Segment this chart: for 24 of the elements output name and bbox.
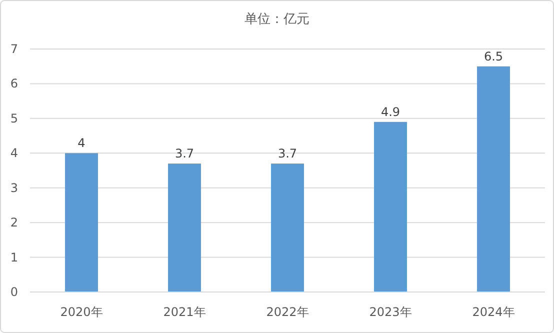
x-tick-label: 2021年 — [163, 305, 206, 319]
bar — [374, 122, 407, 292]
y-tick-label: 3 — [10, 180, 18, 195]
bar — [65, 153, 98, 292]
y-tick-label: 6 — [10, 76, 18, 91]
y-tick-label: 7 — [10, 42, 18, 56]
y-tick-label: 4 — [10, 146, 18, 160]
bar — [271, 164, 304, 292]
x-tick-label: 2024年 — [472, 305, 515, 319]
bar — [477, 66, 510, 292]
y-tick-label: 5 — [10, 111, 18, 126]
data-label: 3.7 — [174, 146, 194, 161]
data-label: 6.5 — [484, 49, 504, 64]
chart-title: 单位：亿元 — [244, 12, 310, 27]
y-tick-label: 0 — [10, 285, 18, 299]
bar — [168, 164, 201, 292]
x-tick-label: 2020年 — [60, 305, 103, 319]
x-tick-label: 2022年 — [266, 305, 309, 319]
data-label: 3.7 — [278, 146, 298, 161]
data-label: 4.9 — [380, 104, 400, 119]
data-label: 4 — [78, 136, 86, 150]
y-tick-label: 1 — [10, 250, 18, 264]
y-tick-label: 2 — [10, 216, 18, 230]
x-tick-label: 2023年 — [369, 305, 412, 319]
